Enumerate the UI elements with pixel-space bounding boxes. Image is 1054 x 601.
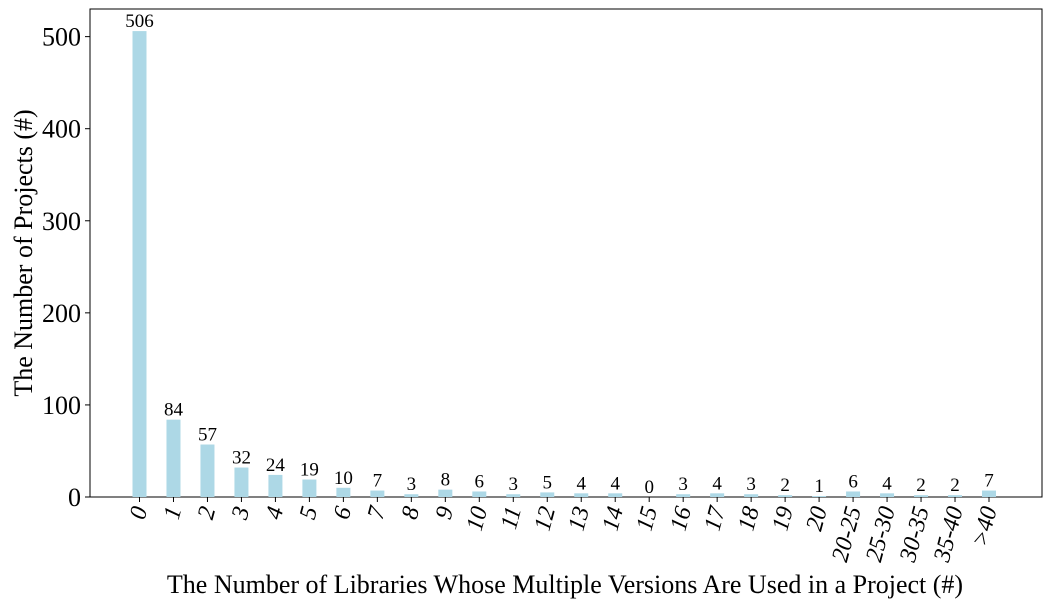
data-label-7: 7: [373, 471, 383, 492]
x-tick-label-5: 5: [295, 504, 323, 522]
x-tick-label-4: 4: [261, 504, 289, 522]
data-label-9: 8: [441, 470, 451, 491]
bar-9: [438, 489, 453, 497]
y-tick-label-500: 500: [42, 23, 81, 52]
x-tick-label-2: 2: [193, 504, 221, 522]
data-label-8: 3: [407, 474, 417, 495]
x-tick-label->40: >40: [967, 504, 1003, 550]
x-axis-title: The Number of Libraries Whose Multiple V…: [167, 570, 963, 599]
x-tick-label-7: 7: [363, 503, 391, 522]
x-tick-label-14: 14: [598, 504, 629, 534]
x-tick-label-12: 12: [530, 504, 561, 534]
y-tick-label-300: 300: [42, 207, 81, 236]
data-label-4: 24: [266, 455, 286, 476]
data-label-2: 57: [198, 425, 217, 446]
x-tick-label-9: 9: [431, 504, 459, 522]
data-label-12: 5: [543, 472, 553, 493]
bar-5: [302, 479, 317, 497]
data-label-5: 19: [300, 460, 319, 481]
data-label-16: 3: [678, 474, 688, 495]
x-tick-label-1: 1: [159, 504, 187, 522]
bar-7: [370, 490, 385, 497]
bar-16: [676, 494, 691, 497]
bar-3: [234, 467, 249, 497]
x-tick-label-16: 16: [666, 504, 697, 534]
bar-13: [574, 493, 589, 497]
y-tick-label-100: 100: [42, 391, 81, 420]
data-label-10: 6: [475, 471, 485, 492]
plot-frame: [89, 8, 1043, 498]
bars-group: [132, 31, 996, 497]
x-tick-label-3: 3: [227, 504, 255, 523]
bar-20-25: [846, 491, 861, 497]
y-axis-ticks: 0 100 200 300 400 500: [42, 23, 90, 512]
x-tick-label-20: 20: [802, 504, 833, 534]
x-tick-label-18: 18: [734, 504, 765, 534]
data-label-0: 506: [125, 11, 154, 32]
x-tick-label-8: 8: [397, 504, 425, 522]
bar-6: [336, 487, 351, 497]
bar-2: [200, 444, 215, 497]
x-tick-label-17: 17: [700, 503, 732, 534]
y-axis-title: The Number of Projects (#): [9, 109, 38, 396]
data-label->40: 7: [984, 471, 994, 492]
bar-12: [540, 492, 555, 497]
bar-8: [404, 494, 419, 497]
data-label-20-25: 6: [848, 471, 858, 492]
y-tick-label-0: 0: [68, 483, 81, 512]
bar-17: [710, 493, 725, 497]
bar-19: [778, 495, 793, 497]
bar-30-35: [914, 495, 929, 497]
data-label-11: 3: [509, 474, 519, 495]
bar-4: [268, 474, 283, 497]
data-label-13: 4: [576, 473, 586, 494]
x-axis-ticks: 0 1 2 3 4 5 6 7 8 9 10 11 12 13 14 15 16 17 18 19 2020-2525-…: [125, 497, 1003, 566]
y-tick-label-400: 400: [42, 115, 81, 144]
data-label-14: 4: [610, 473, 620, 494]
bar-10: [472, 491, 487, 497]
bar-18: [744, 494, 759, 497]
data-label-30-35: 2: [916, 475, 926, 496]
bar-11: [506, 494, 521, 497]
y-tick-label-200: 200: [42, 299, 81, 328]
bar-0: [132, 31, 147, 497]
bar-14: [608, 493, 623, 497]
bar-1: [166, 419, 181, 497]
data-label-18: 3: [746, 474, 756, 495]
data-label-25-30: 4: [882, 473, 892, 494]
data-label-19: 2: [780, 475, 790, 496]
data-label-3: 32: [232, 448, 251, 469]
x-tick-label-15: 15: [632, 504, 663, 534]
x-tick-label-11: 11: [496, 504, 527, 532]
bar-35-40: [948, 495, 963, 497]
data-label-6: 10: [334, 468, 353, 489]
data-label-35-40: 2: [950, 475, 960, 496]
x-tick-label-10: 10: [462, 504, 493, 534]
x-tick-label-13: 13: [564, 504, 595, 534]
bar->40: [982, 490, 996, 497]
x-tick-label-0: 0: [125, 504, 153, 522]
x-tick-label-6: 6: [329, 504, 357, 522]
x-tick-label-19: 19: [768, 504, 799, 534]
bar-20: [812, 496, 827, 497]
x-tick-label-35-40: 35-40: [929, 504, 969, 566]
data-label-1: 84: [164, 400, 184, 421]
bar-25-30: [880, 493, 895, 497]
data-label-15: 0: [644, 477, 654, 498]
data-label-20: 1: [814, 476, 824, 497]
data-label-17: 4: [712, 473, 722, 494]
